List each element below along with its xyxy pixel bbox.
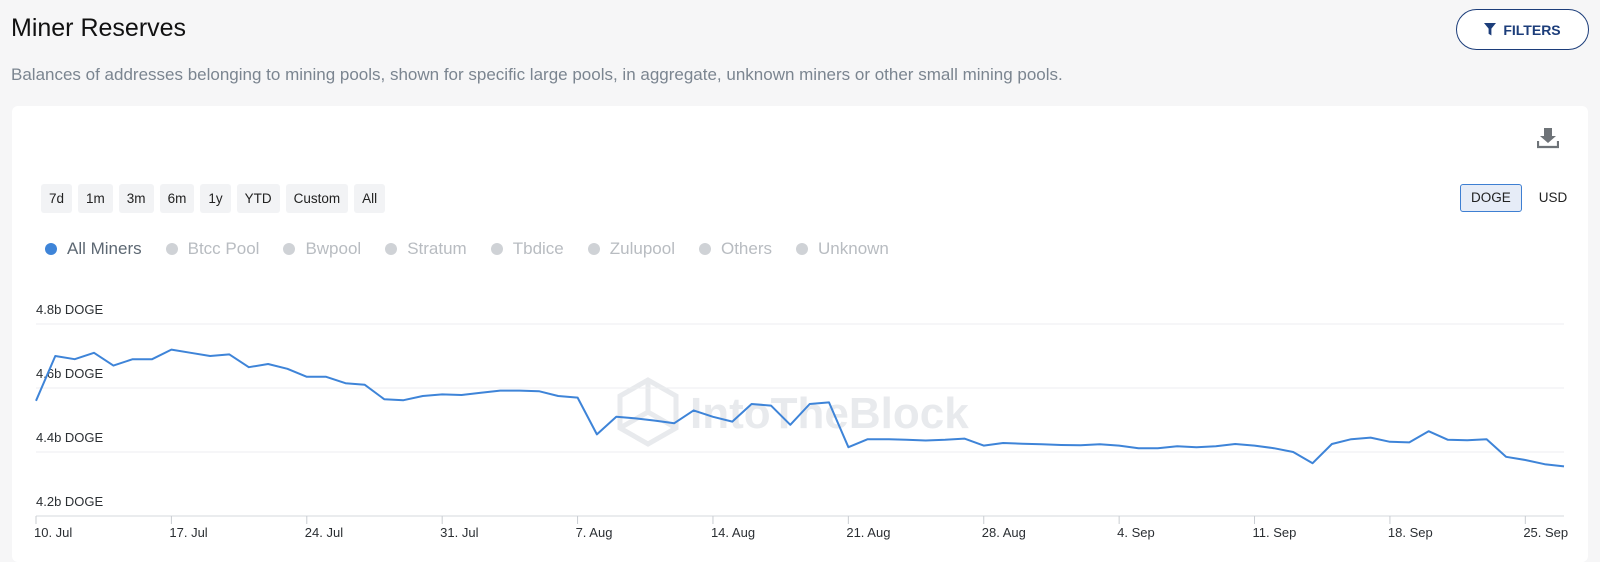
legend-label: Bwpool bbox=[305, 239, 362, 258]
legend-item-others[interactable]: Others bbox=[698, 239, 773, 259]
x-tick-label: 11. Sep bbox=[1253, 525, 1297, 540]
download-icon[interactable] bbox=[1537, 127, 1559, 149]
watermark-logo-icon bbox=[617, 377, 679, 447]
legend-dot bbox=[45, 243, 57, 255]
grid-lines bbox=[36, 323, 1564, 517]
legend-item-zulupool[interactable]: Zulupool bbox=[587, 239, 675, 259]
filter-icon bbox=[1484, 23, 1497, 36]
y-tick-label: 4.8b DOGE bbox=[36, 302, 104, 317]
legend-label: Stratum bbox=[407, 239, 467, 258]
x-tick-label: 14. Aug bbox=[711, 525, 755, 540]
legend-item-all-miners[interactable]: All Miners bbox=[45, 239, 142, 259]
range-1m-button[interactable]: 1m bbox=[78, 184, 113, 213]
x-tick-label: 7. Aug bbox=[576, 525, 613, 540]
legend-dot bbox=[165, 243, 178, 255]
page-title: Miner Reserves bbox=[11, 14, 187, 42]
x-tick-label: 24. Jul bbox=[305, 525, 343, 540]
legend-dot bbox=[796, 243, 809, 255]
range-6m-button[interactable]: 6m bbox=[159, 184, 195, 213]
legend-dot bbox=[283, 243, 296, 255]
legend-label: Tbdice bbox=[512, 239, 564, 258]
range-7d-button[interactable]: 7d bbox=[41, 184, 73, 213]
range-3m-button[interactable]: 3m bbox=[118, 184, 154, 213]
x-tick-label: 25. Sep bbox=[1523, 525, 1568, 540]
x-tick-label: 31. Jul bbox=[440, 525, 478, 540]
legend-item-btcc-pool[interactable]: Btcc Pool bbox=[165, 239, 260, 259]
range-ytd-button[interactable]: YTD bbox=[236, 184, 280, 213]
legend-label: Zulupool bbox=[609, 239, 675, 258]
legend-item-unknown[interactable]: Unknown bbox=[796, 239, 889, 259]
legend-dot bbox=[490, 243, 503, 255]
currency-usd-button[interactable]: USD bbox=[1538, 190, 1568, 205]
x-tick-label: 18. Sep bbox=[1388, 525, 1433, 540]
legend-dot bbox=[385, 243, 398, 255]
x-tick-label: 10. Jul bbox=[34, 525, 72, 540]
chart-card bbox=[12, 106, 1588, 562]
series-layer bbox=[35, 348, 1565, 468]
chart-legend: All Miners Btcc Pool Bwpool Stratum Tbdi… bbox=[45, 239, 913, 259]
legend-item-stratum[interactable]: Stratum bbox=[385, 239, 467, 259]
y-tick-label: 4.2b DOGE bbox=[36, 494, 104, 509]
time-range-selector: 7d 1m 3m 6m 1y YTD Custom All bbox=[41, 184, 386, 213]
page-subtitle: Balances of addresses belonging to minin… bbox=[11, 65, 1063, 84]
range-all-button[interactable]: All bbox=[354, 184, 386, 213]
y-tick-label: 4.6b DOGE bbox=[36, 366, 104, 381]
legend-item-bwpool[interactable]: Bwpool bbox=[283, 239, 361, 259]
currency-doge-button[interactable]: DOGE bbox=[1460, 184, 1522, 212]
y-tick-label: 4.4b DOGE bbox=[36, 430, 104, 445]
legend-dot bbox=[698, 243, 711, 255]
range-1y-button[interactable]: 1y bbox=[200, 184, 231, 213]
watermark: IntoTheBlock bbox=[617, 377, 969, 447]
y-axis: 4.2b DOGE 4.4b DOGE 4.6b DOGE 4.8b DOGE bbox=[36, 302, 104, 509]
legend-label: Btcc Pool bbox=[187, 239, 260, 258]
x-tick-label: 17. Jul bbox=[169, 525, 207, 540]
legend-label: All Miners bbox=[67, 239, 142, 258]
currency-selector: DOGE USD bbox=[1460, 184, 1578, 212]
x-tick-label: 28. Aug bbox=[982, 525, 1026, 540]
watermark-text: IntoTheBlock bbox=[690, 389, 969, 438]
series-line-all-miners[interactable] bbox=[35, 348, 1565, 468]
legend-label: Others bbox=[720, 239, 773, 258]
legend-label: Unknown bbox=[818, 239, 889, 258]
legend-item-tbdice[interactable]: Tbdice bbox=[490, 239, 564, 259]
filters-button[interactable]: FILTERS bbox=[1456, 9, 1589, 50]
legend-dot bbox=[587, 243, 600, 255]
x-axis: 10. Jul 17. Jul 24. Jul 31. Jul 7. Aug 14. Au… bbox=[34, 516, 1568, 540]
x-tick-label: 4. Sep bbox=[1117, 525, 1155, 540]
filters-label: FILTERS bbox=[1503, 21, 1561, 38]
x-tick-label: 21. Aug bbox=[846, 525, 890, 540]
range-custom-button[interactable]: Custom bbox=[285, 184, 349, 213]
